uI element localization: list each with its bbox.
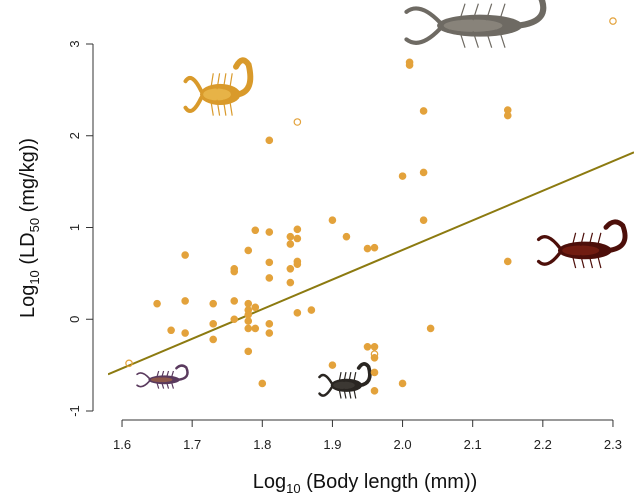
x-tick-label: 2.1 — [464, 437, 482, 452]
data-point — [244, 299, 253, 308]
data-point — [286, 278, 295, 287]
data-point — [405, 61, 414, 69]
data-point — [419, 168, 428, 177]
data-point — [251, 226, 260, 235]
x-tick-label: 2.3 — [604, 437, 622, 452]
scorpion-yellow-image — [183, 57, 254, 116]
data-point — [251, 324, 260, 333]
scorpion-large-grey-image — [404, 0, 547, 48]
data-point — [370, 368, 379, 377]
data-point — [244, 317, 253, 325]
data-point — [398, 379, 407, 388]
data-point — [293, 260, 302, 269]
scorpion-small-purple-image — [136, 364, 189, 389]
y-ticks: -1 0 1 2 3 — [67, 40, 93, 417]
data-point — [244, 347, 253, 356]
data-point — [293, 234, 302, 243]
data-point — [230, 297, 239, 305]
data-point — [419, 107, 428, 115]
data-point — [265, 320, 274, 328]
data-point — [363, 342, 372, 351]
y-tick-label: 1 — [67, 224, 82, 231]
data-point — [286, 240, 295, 248]
data-point — [293, 225, 302, 234]
data-point — [244, 310, 253, 319]
data-point-open — [370, 350, 379, 358]
data-point — [286, 232, 295, 241]
data-point — [370, 387, 379, 395]
x-axis-title: Log10 (Body length (mm)) — [253, 471, 478, 496]
data-point — [265, 274, 274, 282]
y-tick-label: 3 — [67, 40, 82, 47]
data-point — [167, 326, 175, 335]
data-point — [370, 243, 379, 252]
axes: 1.6 1.7 1.8 1.9 2.0 2.1 2.2 2.3 -1 0 1 2 3 — [67, 40, 622, 452]
data-point — [370, 342, 379, 351]
trend-line — [108, 151, 634, 376]
y-axis-title: Log10 (LD50 (mg/kg)) — [17, 138, 42, 318]
data-point — [342, 232, 351, 241]
x-tick-label: 1.7 — [183, 437, 201, 452]
data-point — [328, 216, 337, 224]
data-point — [286, 264, 295, 273]
scorpion-black-image — [318, 362, 372, 399]
data-point — [230, 315, 239, 324]
data-point — [363, 244, 372, 253]
y-axis-title-rest: (mg/kg)) — [17, 138, 39, 218]
data-point — [181, 297, 189, 305]
y-axis-title-mid: (LD — [17, 232, 39, 270]
x-ticks: 1.6 1.7 1.8 1.9 2.0 2.1 2.2 2.3 — [113, 420, 622, 452]
data-point — [209, 299, 217, 308]
data-point — [209, 335, 217, 344]
data-point-open — [609, 17, 617, 25]
x-tick-label: 2.2 — [534, 437, 552, 452]
x-axis-title-rest: (Body length (mm)) — [301, 471, 478, 493]
data-point — [153, 299, 161, 308]
x-tick-label: 2.0 — [394, 437, 412, 452]
data-point — [265, 136, 274, 145]
data-point — [265, 329, 274, 337]
scorpion-dark-red-image — [536, 219, 628, 269]
y-axis-title-prefix: Log — [17, 285, 39, 318]
data-point — [419, 216, 428, 224]
data-point — [181, 329, 189, 337]
x-tick-label: 1.6 — [113, 437, 131, 452]
data-point — [244, 246, 253, 255]
data-point — [503, 257, 512, 266]
y-tick-label: 2 — [67, 132, 82, 139]
data-point — [258, 379, 267, 388]
data-points — [125, 17, 617, 395]
data-point — [244, 324, 253, 333]
data-point — [209, 320, 217, 328]
data-point-open — [293, 118, 302, 126]
x-tick-label: 1.9 — [323, 437, 341, 452]
data-point — [328, 361, 337, 369]
scorpion-images — [136, 0, 628, 399]
data-point — [426, 324, 435, 333]
y-tick-label: 0 — [67, 316, 82, 323]
data-point — [251, 303, 260, 312]
y-tick-label: -1 — [67, 405, 82, 417]
x-axis-title-subscript: 10 — [286, 481, 300, 496]
y-axis-title-subscript-2: 50 — [27, 218, 42, 232]
data-point — [293, 309, 302, 317]
x-tick-label: 1.8 — [253, 437, 271, 452]
y-axis-title-subscript: 10 — [27, 270, 42, 284]
data-point — [307, 306, 316, 314]
data-point — [230, 267, 239, 276]
data-point — [265, 258, 274, 267]
x-axis-title-prefix: Log — [253, 471, 286, 493]
data-point — [503, 111, 512, 120]
data-point — [398, 172, 407, 180]
data-point-open — [125, 359, 133, 368]
data-point — [265, 228, 274, 236]
data-point — [181, 251, 189, 259]
